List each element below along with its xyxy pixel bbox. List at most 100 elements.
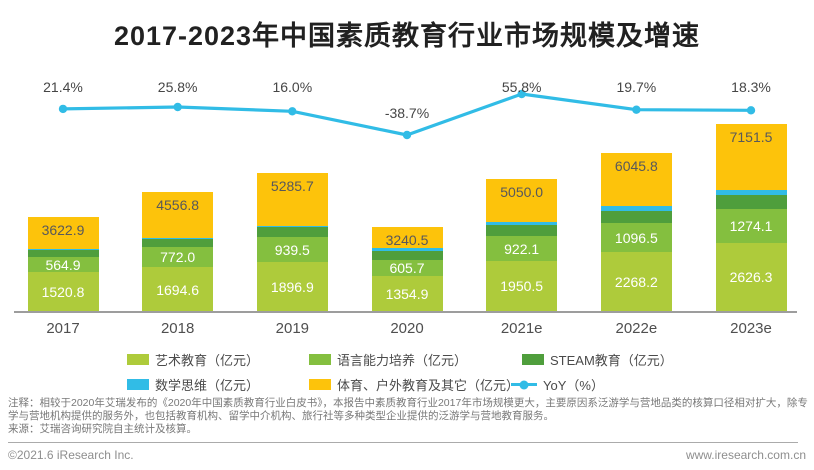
legend-label-steam: STEAM教育（亿元）: [550, 353, 673, 368]
bar-segment-sports-2018: [142, 192, 214, 238]
yoy-data-point-icon: [402, 130, 412, 140]
bar-value-label-language: 1096.5: [614, 229, 658, 246]
yoy-value-label: 55.8%: [501, 79, 542, 95]
x-axis-label-2018: 2018: [160, 320, 195, 337]
bar-total-label: 7151.5: [729, 128, 773, 145]
bar-segment-steam-2021e: [486, 225, 558, 237]
bar-segment-sports-2022e: [600, 152, 672, 207]
x-axis-label-2017: 2017: [46, 320, 80, 337]
bar-segment-math-2020: [371, 248, 443, 251]
bar-total-label: 3240.5: [385, 231, 429, 248]
bar-value-label-language: 772.0: [160, 249, 196, 266]
bar-total-label: 6045.8: [614, 157, 658, 174]
x-axis-label-2022e: 2022e: [615, 320, 658, 337]
bar-value-label-language: 1274.1: [729, 218, 773, 235]
bar-segment-math-2023e: [715, 189, 787, 195]
legend-item-yoy: YoY（%）: [511, 375, 604, 394]
bar-value-label-language: 605.7: [389, 260, 425, 277]
legend-swatch-art-icon: [127, 354, 149, 365]
bar-segment-art-2023e: [715, 242, 787, 312]
x-axis-label-2021e: 2021e: [500, 320, 543, 337]
legend-item-steam: STEAM教育（亿元）: [522, 350, 673, 369]
bar-segment-art-2018: [142, 267, 214, 312]
bar-segment-language-2020: [371, 260, 443, 277]
legend-item-language: 语言能力培养（亿元）: [309, 350, 467, 369]
x-axis-line: [14, 311, 797, 313]
source-line: 来源：艾瑞咨询研究院自主统计及核算。: [8, 423, 197, 435]
bar-segment-steam-2020: [371, 250, 443, 261]
footnote: 注释：相较于2020年艾瑞发布的《2020年中国素质教育行业白皮书》，本报告中素…: [8, 397, 808, 436]
bar-segment-math-2018: [142, 237, 214, 239]
bar-segment-sports-2017: [27, 216, 99, 249]
bar-total-label: 5285.7: [270, 177, 314, 194]
bar-segment-steam-2023e: [715, 194, 787, 210]
bar-segment-language-2021e: [486, 236, 558, 261]
bar-total-label: 5050.0: [500, 184, 544, 201]
legend-swatch-steam-icon: [522, 354, 544, 365]
legend-yoy-dot-icon: [519, 380, 529, 389]
legend-label-art: 艺术教育（亿元）: [155, 353, 260, 368]
bar-value-label-art: 1950.5: [500, 278, 544, 295]
bar-segment-math-2021e: [486, 221, 558, 226]
bar-value-label-art: 1520.8: [41, 284, 85, 300]
bar-segment-math-2022e: [600, 206, 672, 211]
bar-segment-sports-2020: [371, 226, 443, 249]
legend-yoy-line-icon: [511, 380, 537, 389]
yoy-data-point-icon: [173, 102, 182, 112]
bar-segment-language-2022e: [600, 223, 672, 253]
x-axis-label-2020: 2020: [390, 320, 424, 337]
bar-value-label-language: 922.1: [504, 240, 540, 257]
bar-segment-language-2018: [142, 247, 214, 268]
legend-label-yoy: YoY（%）: [543, 378, 604, 393]
bar-segment-language-2019: [256, 237, 328, 263]
bar-value-label-language: 564.9: [45, 256, 81, 273]
x-axis-label-2019: 2019: [275, 320, 310, 337]
legend-label-language: 语言能力培养（亿元）: [337, 353, 468, 368]
yoy-value-label: -38.7%: [384, 105, 430, 121]
footnote-line-1: 注释：相较于2020年艾瑞发布的《2020年中国素质教育行业白皮书》，本报告中素…: [8, 397, 808, 409]
bar-segment-steam-2022e: [600, 210, 672, 224]
legend-swatch-math-icon: [127, 379, 149, 390]
legend-item-math: 数学思维（亿元）: [127, 375, 259, 394]
yoy-data-point-icon: [288, 107, 297, 116]
footnote-line-2: 学与营地机构提供的服务外，也包括教育机构、留学中介机构、旅行社等多种类型企业提供…: [8, 410, 554, 422]
yoy-value-label: 16.0%: [272, 79, 313, 95]
bar-value-label-art: 1354.9: [385, 286, 429, 303]
yoy-data-point-icon: [58, 104, 68, 114]
chart-title: 2017-2023年中国素质教育行业市场规模及增速: [113, 21, 701, 51]
bar-segment-art-2017: [27, 271, 99, 312]
bar-segment-art-2022e: [600, 252, 672, 312]
legend-swatch-sports-icon: [309, 379, 331, 390]
yoy-value-label: 21.4%: [43, 79, 83, 95]
bar-segment-art-2020: [371, 276, 443, 312]
x-axis-label-2023e: 2023e: [730, 320, 772, 337]
bar-segment-math-2019: [256, 225, 328, 228]
bar-segment-steam-2017: [27, 249, 99, 258]
bar-value-label-art: 1694.6: [156, 281, 200, 298]
website-url: www.iresearch.com.cn: [685, 448, 806, 462]
legend-label-math: 数学思维（亿元）: [155, 378, 260, 393]
bar-segment-sports-2019: [256, 172, 328, 226]
bar-value-label-art: 2268.2: [614, 274, 658, 291]
yoy-value-label: 19.7%: [616, 79, 657, 95]
bar-segment-steam-2019: [256, 227, 328, 238]
yoy-data-point-icon: [746, 106, 756, 115]
legend-swatch-language-icon: [309, 354, 331, 365]
yoy-value-label: 18.3%: [731, 79, 771, 95]
bar-value-label-art: 2626.3: [729, 269, 773, 286]
footer-divider: [8, 442, 798, 443]
bar-segment-sports-2021e: [486, 179, 558, 222]
bar-segment-art-2021e: [486, 260, 558, 312]
bar-total-label: 4556.8: [156, 197, 200, 214]
bar-segment-art-2019: [256, 262, 328, 312]
bar-value-label-language: 939.5: [274, 241, 310, 258]
legend-label-sports: 体育、户外教育及其它（亿元）: [337, 378, 520, 393]
bar-segment-language-2017: [27, 257, 99, 272]
bar-segment-steam-2018: [142, 238, 214, 248]
legend-item-sports: 体育、户外教育及其它（亿元）: [309, 375, 519, 394]
copyright-text: ©2021.6 iResearch Inc.: [8, 448, 134, 462]
legend-item-art: 艺术教育（亿元）: [127, 350, 259, 369]
bar-total-label: 3622.9: [41, 221, 85, 238]
bar-value-label-art: 1896.9: [270, 279, 314, 295]
